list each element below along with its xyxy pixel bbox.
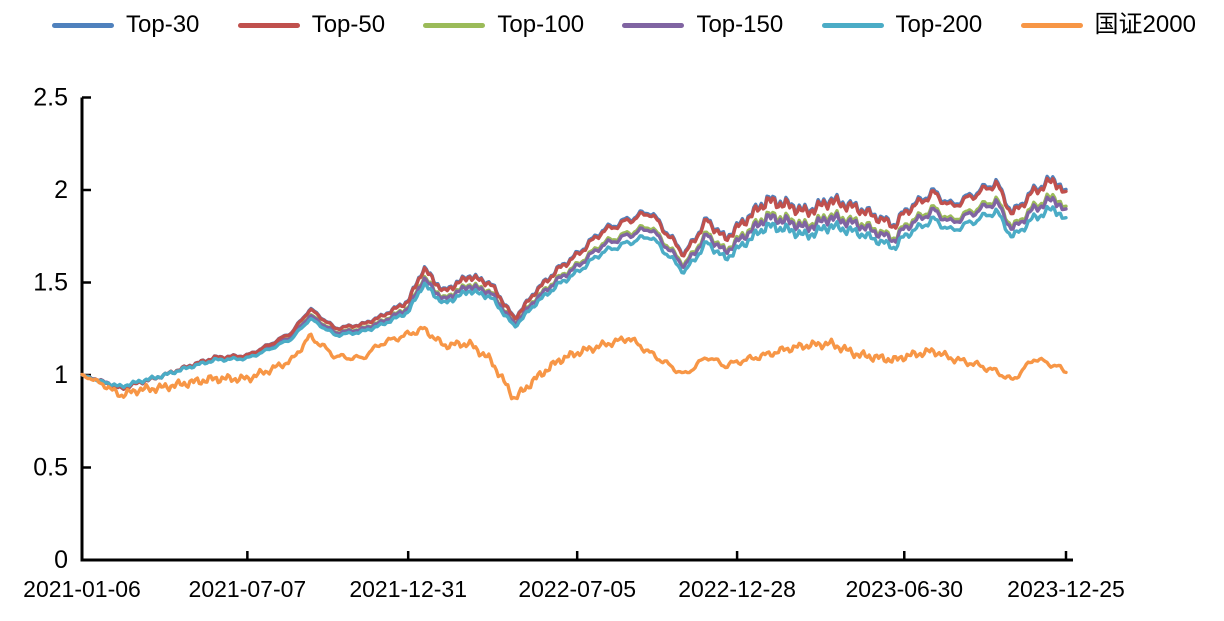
legend-line-swatch-icon [821, 22, 884, 28]
y-tick-label: 1.5 [33, 269, 68, 297]
x-tick-label: 2021-01-06 [23, 576, 141, 602]
y-tick-label: 0.5 [33, 454, 68, 482]
legend-label: Top-200 [895, 11, 983, 38]
x-tick-label: 2021-07-07 [189, 576, 307, 602]
x-tick-label: 2022-07-05 [518, 576, 636, 602]
legend-label: Top-30 [126, 11, 200, 38]
legend-item-top-200: Top-200 [821, 11, 983, 38]
legend-line-swatch-icon [237, 22, 300, 28]
legend-line-swatch-icon [423, 22, 486, 28]
y-tick-label: 2 [54, 176, 68, 204]
x-tick-label: 2023-12-25 [1007, 576, 1125, 602]
chart-legend: Top-30 Top-50 Top-100 Top-150 Top-200 国证… [0, 13, 1224, 37]
legend-line-swatch-icon [1020, 22, 1083, 28]
legend-item-top-100: Top-100 [423, 13, 584, 37]
series-line-Top-50 [80, 176, 1068, 391]
legend-item-top-30: Top-30 [52, 13, 199, 37]
x-tick-label: 2022-12-28 [678, 576, 796, 602]
y-tick-label: 2.5 [33, 84, 68, 112]
y-tick-label: 1 [54, 361, 68, 389]
legend-item-top-150: Top-150 [622, 13, 783, 37]
legend-label: Top-100 [497, 11, 585, 38]
legend-item-guozheng-2000: 国证2000 [1020, 11, 1196, 38]
series-line-Top-200 [80, 204, 1068, 390]
y-tick-label: 0 [54, 546, 68, 574]
legend-line-swatch-icon [622, 22, 685, 28]
series-line-gz2000gz20002000 [80, 325, 1068, 401]
legend-line-swatch-icon [52, 22, 114, 28]
legend-item-top-50: Top-50 [237, 11, 386, 38]
axis-lines [80, 97, 1073, 562]
x-tick-label: 2023-06-30 [845, 576, 963, 602]
x-tick-label: 2021-12-31 [349, 576, 467, 602]
legend-label: Top-50 [311, 11, 386, 38]
legend-label: Top-150 [696, 11, 784, 38]
legend-label: 国证2000 [1094, 11, 1196, 38]
